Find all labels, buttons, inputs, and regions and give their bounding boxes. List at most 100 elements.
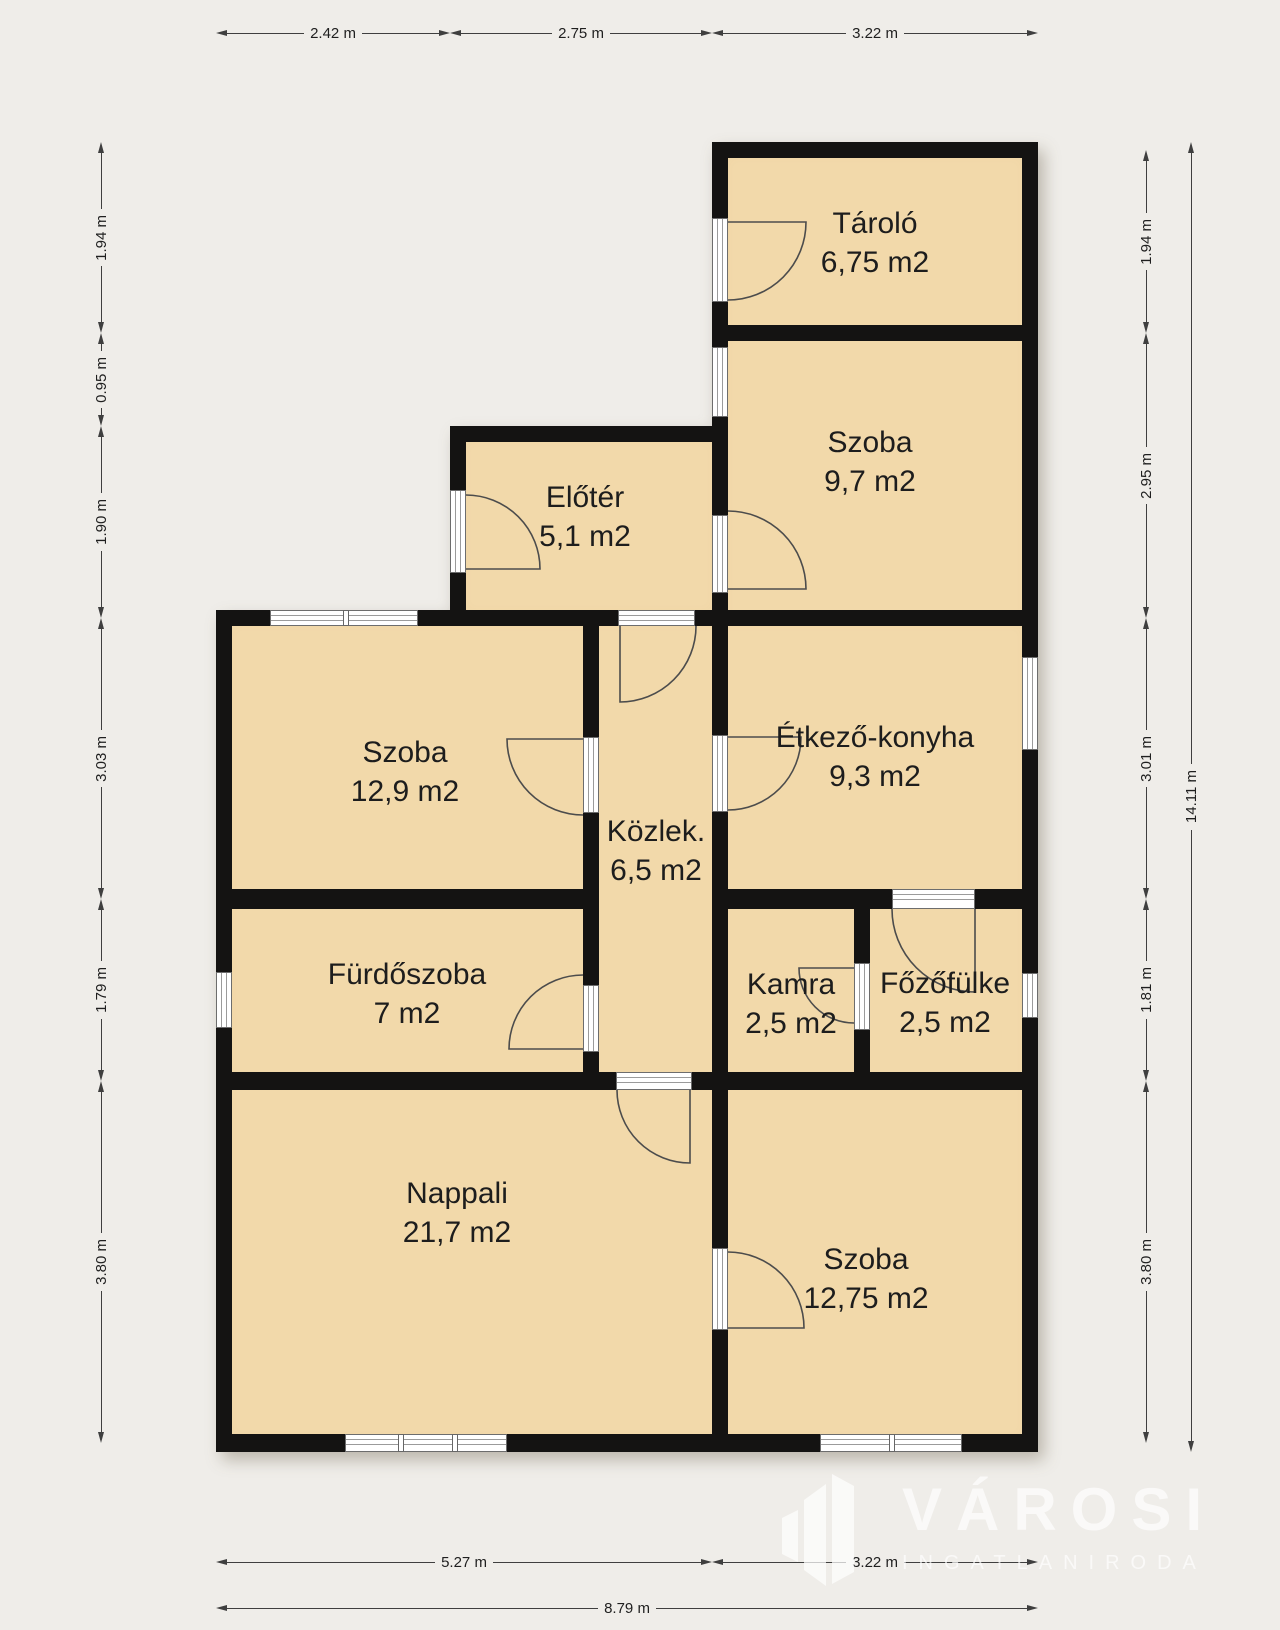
room-area: 7 m2 xyxy=(373,997,441,1030)
wall-segment xyxy=(583,610,599,737)
door-opening xyxy=(583,737,599,813)
dim-left-0: 1.94 m xyxy=(90,142,112,334)
room-label-tarolo: Tároló 6,75 m2 xyxy=(821,204,929,282)
door-opening xyxy=(712,218,728,302)
dim-right-1: 2.95 m xyxy=(1135,333,1157,619)
room-label-eloter: Előtér 5,1 m2 xyxy=(539,478,631,556)
door-opening xyxy=(616,1072,692,1090)
wall-segment xyxy=(216,889,599,909)
dim-bottom-0: 5.27 m xyxy=(216,1552,713,1572)
room-name: Főzőfülke xyxy=(879,967,1011,1000)
wall-segment xyxy=(712,142,1038,158)
door-opening xyxy=(712,1248,728,1330)
room-area: 2,5 m2 xyxy=(899,1006,991,1039)
window xyxy=(1022,657,1038,750)
room-area: 2,5 m2 xyxy=(745,1007,837,1040)
dim-right-3: 1.81 m xyxy=(1135,899,1157,1082)
room-label-nappali: Nappali 21,7 m2 xyxy=(403,1174,511,1252)
wall-segment xyxy=(712,593,728,735)
dim-bottom-total: 8.79 m xyxy=(216,1598,1039,1618)
door-opening xyxy=(450,490,466,573)
wall-segment xyxy=(216,1072,616,1090)
wall-segment xyxy=(450,426,728,442)
room-area: 12,9 m2 xyxy=(350,775,460,808)
door-opening xyxy=(712,515,728,593)
window xyxy=(1022,973,1038,1018)
wall-segment xyxy=(712,142,728,218)
room-name: Szoba xyxy=(827,426,913,459)
door-opening xyxy=(854,963,870,1030)
wall-segment xyxy=(450,573,466,626)
room-name: Fürdőszoba xyxy=(327,958,487,991)
room-name: Étkező-konyha xyxy=(775,721,975,754)
room-area: 6,5 m2 xyxy=(610,854,702,887)
wall-segment xyxy=(1022,142,1038,657)
room-name: Közlek. xyxy=(606,815,706,848)
dim-right-4: 3.80 m xyxy=(1135,1081,1157,1444)
wall-segment xyxy=(712,302,728,347)
window xyxy=(345,1434,507,1452)
room-label-szoba-1275: Szoba 12,75 m2 xyxy=(803,1240,928,1318)
wall-segment xyxy=(583,813,599,985)
dim-left-5: 3.80 m xyxy=(90,1081,112,1444)
dim-left-1: 0.95 m xyxy=(90,333,112,427)
room-name: Tároló xyxy=(832,207,918,240)
wall-segment xyxy=(712,325,1038,341)
room-label-szoba-97: Szoba 9,7 m2 xyxy=(824,423,916,501)
dim-top-2: 3.22 m xyxy=(712,23,1039,43)
wall-segment xyxy=(712,812,728,1248)
wall-segment xyxy=(450,426,466,490)
window-mullion xyxy=(889,1434,895,1452)
door-opening xyxy=(583,985,599,1052)
room-name: Előtér xyxy=(545,481,625,514)
wall-segment xyxy=(1022,750,1038,973)
dim-right-total: 14.11 m xyxy=(1180,142,1202,1452)
window xyxy=(270,610,418,626)
room-name: Kamra xyxy=(746,968,836,1001)
window xyxy=(216,972,232,1028)
dim-right-2: 3.01 m xyxy=(1135,618,1157,900)
room-area: 9,3 m2 xyxy=(829,760,921,793)
room-floor xyxy=(216,610,1038,1452)
wall-segment xyxy=(583,1052,599,1090)
dim-left-2: 1.90 m xyxy=(90,426,112,619)
room-area: 12,75 m2 xyxy=(803,1282,929,1315)
room-name: Szoba xyxy=(362,736,448,769)
room-label-furdoszoba: Fürdőszoba 7 m2 xyxy=(328,955,486,1033)
room-label-kozlek: Közlek. 6,5 m2 xyxy=(607,812,705,890)
room-label-etkezo-konyha: Étkező-konyha 9,3 m2 xyxy=(776,718,974,796)
wall-segment xyxy=(695,610,1038,626)
wall-segment xyxy=(854,1030,870,1090)
wall-segment xyxy=(712,889,892,909)
room-label-fozofulke: Főzőfülke 2,5 m2 xyxy=(880,964,1010,1042)
room-area: 5,1 m2 xyxy=(539,520,631,553)
window-mullion xyxy=(452,1434,458,1452)
wall-segment xyxy=(712,1330,728,1452)
door-opening xyxy=(712,735,728,812)
dim-bottom-1: 3.22 m xyxy=(712,1552,1039,1572)
wall-segment xyxy=(854,895,870,963)
window-mullion xyxy=(343,610,349,626)
wall-segment xyxy=(216,1028,232,1452)
wall-segment xyxy=(1022,1018,1038,1452)
room-label-szoba-129: Szoba 12,9 m2 xyxy=(351,733,459,811)
dim-top-0: 2.42 m xyxy=(216,23,451,43)
wall-segment xyxy=(712,417,728,515)
window xyxy=(712,347,728,417)
dim-left-3: 3.03 m xyxy=(90,618,112,900)
room-name: Szoba xyxy=(823,1243,909,1276)
door-opening xyxy=(618,610,695,626)
room-area: 21,7 m2 xyxy=(402,1216,512,1249)
dim-left-4: 1.79 m xyxy=(90,899,112,1082)
door-opening xyxy=(892,889,975,909)
dim-top-1: 2.75 m xyxy=(450,23,713,43)
wall-segment xyxy=(216,610,232,972)
room-label-kamra: Kamra 2,5 m2 xyxy=(745,965,837,1043)
room-area: 9,7 m2 xyxy=(824,465,916,498)
room-area: 6,75 m2 xyxy=(820,246,930,279)
room-name: Nappali xyxy=(406,1177,508,1210)
window-mullion xyxy=(398,1434,404,1452)
window xyxy=(820,1434,962,1452)
dim-right-0: 1.94 m xyxy=(1135,150,1157,334)
